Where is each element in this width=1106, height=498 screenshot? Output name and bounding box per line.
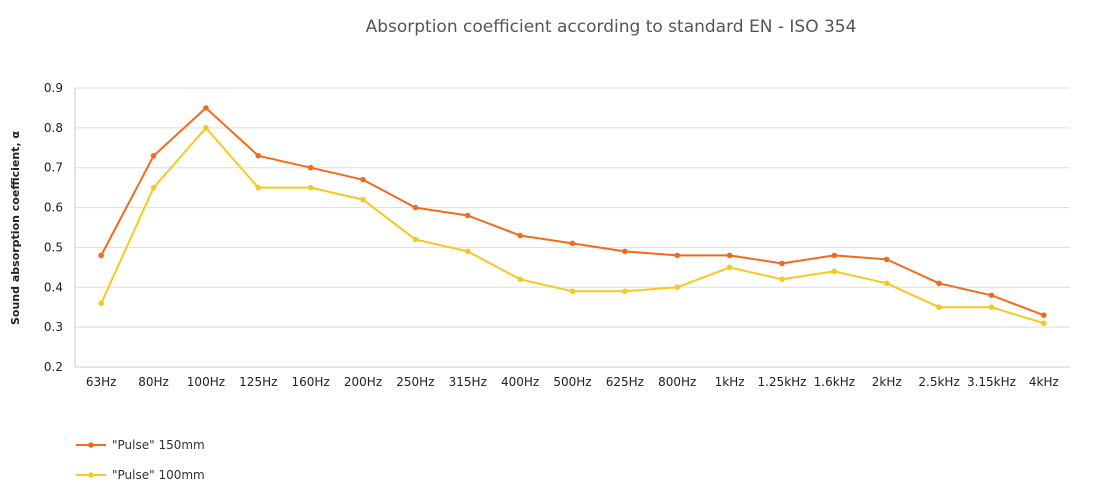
x-tick-label: 3.15kHz — [967, 375, 1016, 389]
data-point[interactable] — [1041, 312, 1047, 318]
data-point[interactable] — [726, 252, 733, 259]
x-tick-label: 100Hz — [187, 375, 225, 389]
y-tick-label: 0.7 — [44, 161, 63, 175]
x-tick-label: 1.6kHz — [814, 375, 855, 389]
y-tick-label: 0.2 — [44, 360, 63, 374]
x-tick-label: 400Hz — [501, 375, 539, 389]
data-point[interactable] — [150, 184, 157, 191]
legend-item-1[interactable]: "Pulse" 100mm — [76, 468, 205, 482]
data-point[interactable] — [988, 292, 995, 299]
x-tick-label: 1kHz — [715, 375, 745, 389]
y-tick-label: 0.9 — [44, 81, 63, 95]
data-point[interactable] — [831, 268, 838, 275]
data-point[interactable] — [464, 248, 471, 255]
data-point[interactable] — [1041, 320, 1047, 326]
x-tick-label: 2kHz — [872, 375, 902, 389]
data-point[interactable] — [203, 105, 209, 111]
x-tick-label: 4kHz — [1029, 375, 1059, 389]
data-point[interactable] — [150, 152, 157, 159]
y-tick-label: 0.5 — [44, 240, 63, 254]
x-tick-label: 625Hz — [606, 375, 644, 389]
data-point[interactable] — [779, 276, 785, 283]
data-point[interactable] — [517, 276, 523, 283]
legend: "Pulse" 150mm "Pulse" 100mm — [76, 438, 205, 482]
x-tick-label: 200Hz — [344, 375, 382, 389]
data-point[interactable] — [307, 184, 314, 191]
data-point[interactable] — [622, 288, 628, 295]
y-tick-label: 0.8 — [44, 121, 63, 135]
data-point[interactable] — [98, 300, 104, 307]
data-point[interactable] — [203, 125, 209, 131]
legend-label: "Pulse" 150mm — [112, 438, 205, 452]
legend-label: "Pulse" 100mm — [112, 468, 205, 482]
series — [98, 105, 1047, 326]
series-line — [100, 106, 1045, 317]
data-point[interactable] — [726, 264, 733, 271]
y-axis-title: Sound absorption coefficient, α — [9, 131, 22, 325]
y-tick-label: 0.4 — [44, 280, 63, 294]
data-point[interactable] — [569, 288, 576, 295]
legend-marker-icon — [88, 472, 94, 478]
x-tick-label: 800Hz — [658, 375, 696, 389]
data-point[interactable] — [412, 204, 419, 211]
series-1 — [98, 125, 1047, 326]
x-tick-label: 500Hz — [553, 375, 591, 389]
chart-title: Absorption coefficient according to stan… — [366, 17, 857, 37]
legend-item-0[interactable]: "Pulse" 150mm — [76, 438, 205, 452]
data-point[interactable] — [412, 236, 419, 243]
data-point[interactable] — [255, 152, 262, 159]
data-point[interactable] — [622, 248, 628, 255]
data-point[interactable] — [255, 184, 262, 191]
data-point[interactable] — [988, 304, 995, 311]
y-tick-label: 0.6 — [44, 201, 63, 215]
data-point[interactable] — [779, 260, 785, 267]
data-point[interactable] — [674, 284, 681, 291]
data-point[interactable] — [569, 240, 576, 247]
x-tick-label: 125Hz — [239, 375, 277, 389]
data-point[interactable] — [98, 252, 104, 259]
axes: 0.9 0.8 0.7 0.6 0.5 0.4 0.3 0.2 63Hz 80Hz 100Hz 125… — [44, 81, 1070, 389]
data-point[interactable] — [360, 176, 366, 183]
x-tick-label: 315Hz — [449, 375, 487, 389]
data-point[interactable] — [674, 252, 681, 259]
data-point[interactable] — [464, 212, 471, 219]
x-tick-label: 80Hz — [138, 375, 169, 389]
x-tick-label: 1.25kHz — [757, 375, 806, 389]
data-point[interactable] — [936, 304, 942, 311]
x-tick-label: 2.5kHz — [918, 375, 959, 389]
x-tick-label: 160Hz — [292, 375, 330, 389]
data-point[interactable] — [360, 196, 366, 203]
x-tick-label: 63Hz — [86, 375, 117, 389]
data-point[interactable] — [831, 252, 838, 259]
data-point[interactable] — [307, 164, 314, 171]
data-point[interactable] — [883, 280, 890, 287]
x-tick-label: 250Hz — [396, 375, 434, 389]
series-0 — [98, 105, 1047, 318]
legend-marker-icon — [88, 442, 94, 448]
data-point[interactable] — [936, 280, 942, 287]
data-point[interactable] — [883, 256, 890, 263]
y-tick-label: 0.3 — [44, 320, 63, 334]
data-point[interactable] — [517, 232, 523, 239]
